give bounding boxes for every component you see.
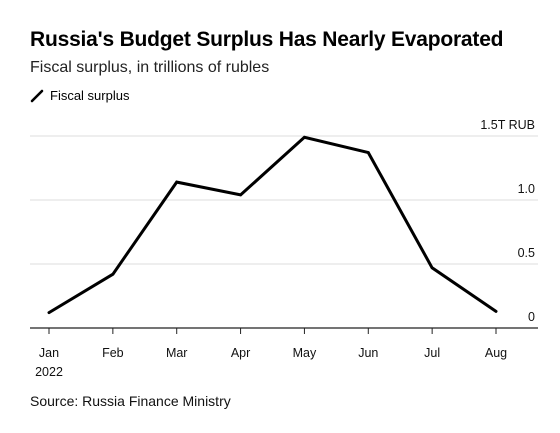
x-tick-label: Mar (166, 346, 188, 360)
y-tick-label: 0.5 (518, 246, 535, 260)
x-tick-label: May (293, 346, 317, 360)
y-tick-label: 1.0 (518, 182, 535, 196)
x-tick-label: Apr (231, 346, 250, 360)
x-tick-label: Feb (102, 346, 124, 360)
x-tick-label: Aug (485, 346, 507, 360)
source-note: Source: Russia Finance Ministry (30, 393, 231, 409)
series-line-fiscal-surplus (47, 135, 498, 315)
legend-label: Fiscal surplus (50, 88, 130, 103)
x-tick-label: Jan (39, 346, 59, 360)
x-tick-label: Jul (424, 346, 440, 360)
x-year-label: 2022 (35, 365, 63, 379)
y-tick-label: 0 (528, 310, 535, 324)
legend: Fiscal surplus (30, 88, 129, 103)
legend-line-icon (30, 89, 44, 102)
chart-title: Russia's Budget Surplus Has Nearly Evapo… (30, 28, 504, 51)
x-tick-label: Jun (358, 346, 378, 360)
chart-subtitle: Fiscal surplus, in trillions of rubles (30, 59, 270, 76)
y-tick-label: 1.5T RUB (480, 118, 535, 132)
